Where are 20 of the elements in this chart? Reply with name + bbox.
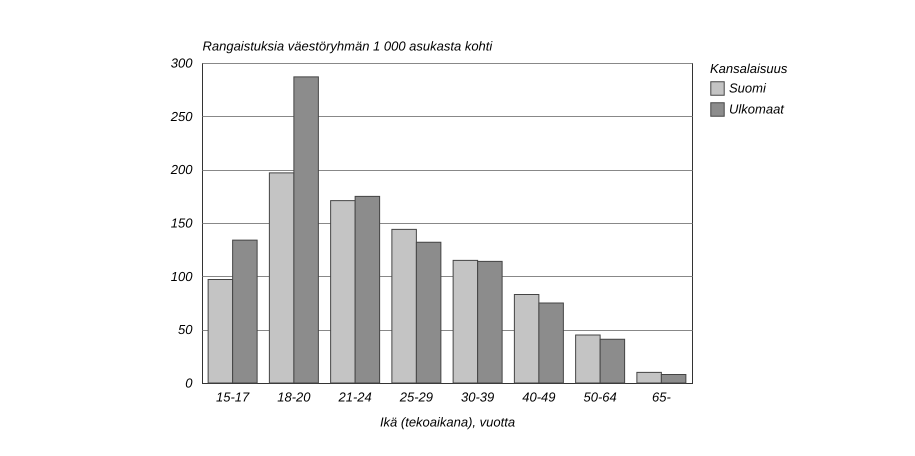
x-tick-label: 40-49 — [522, 390, 556, 404]
x-axis-title: Ikä (tekoaikana), vuotta — [380, 414, 516, 430]
y-tick-label: 300 — [170, 56, 194, 70]
x-tick-label: 21-24 — [338, 390, 372, 404]
x-tick-label: 30-39 — [461, 390, 494, 404]
legend-label: Suomi — [729, 80, 767, 96]
y-tick-label: 50 — [178, 322, 194, 338]
y-tick-label: 0 — [185, 376, 194, 390]
x-tick-label: 25-29 — [398, 390, 433, 404]
y-axis-title: Rangaistuksia väestöryhmän 1 000 asukasta kohti — [202, 38, 494, 54]
y-tick-label: 150 — [170, 216, 194, 230]
x-tick-label: 65- — [652, 390, 672, 404]
x-tick-label: 18-20 — [277, 390, 312, 404]
legend-label: Ulkomaat — [729, 102, 786, 116]
x-tick-label: 50-64 — [584, 390, 617, 404]
legend-title: Kansalaisuus — [710, 61, 788, 76]
x-tick-label: 15-17 — [216, 390, 250, 404]
y-tick-label: 100 — [170, 268, 194, 284]
y-tick-label: 200 — [170, 162, 194, 178]
y-tick-label: 250 — [170, 108, 194, 124]
